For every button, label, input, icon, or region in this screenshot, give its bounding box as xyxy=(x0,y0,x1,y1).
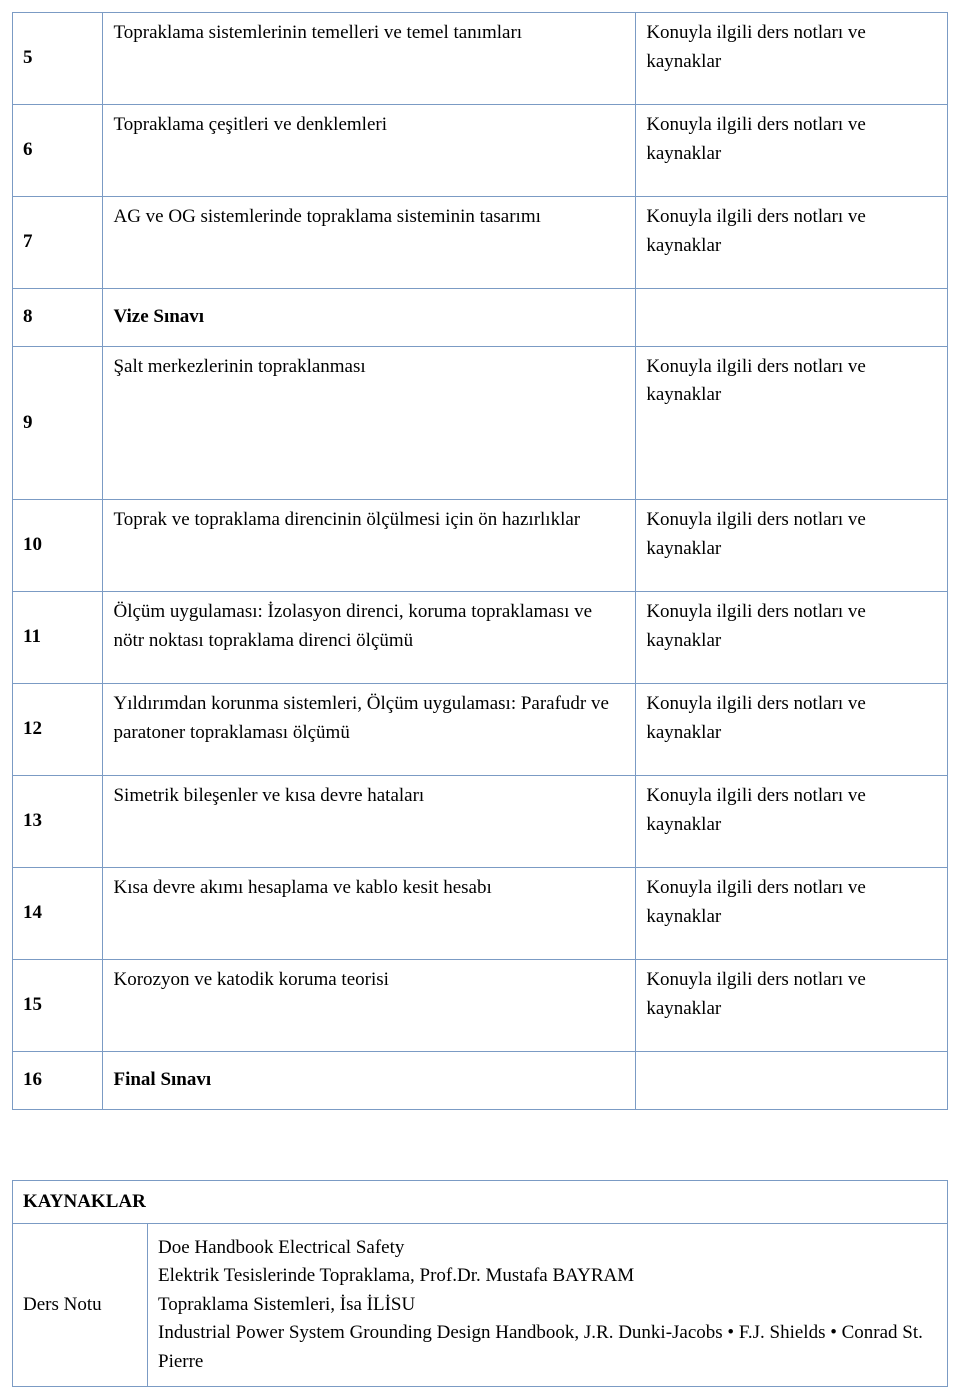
week-cell: 5 xyxy=(13,13,103,105)
schedule-row: 14Kısa devre akımı hesaplama ve kablo ke… xyxy=(13,868,948,960)
topic-cell: Topraklama çeşitleri ve denklemleri xyxy=(103,105,636,197)
materials-cell: Konuyla ilgili ders notları ve kaynaklar xyxy=(636,960,948,1052)
topic-cell: Simetrik bileşenler ve kısa devre hatala… xyxy=(103,776,636,868)
schedule-row: 11Ölçüm uygulaması: İzolasyon direnci, k… xyxy=(13,592,948,684)
materials-cell xyxy=(636,1052,948,1110)
topic-cell: AG ve OG sistemlerinde topraklama sistem… xyxy=(103,197,636,289)
source-line: Doe Handbook Electrical Safety xyxy=(158,1234,937,1263)
schedule-row: 10Toprak ve topraklama direncinin ölçülm… xyxy=(13,500,948,592)
source-line: Topraklama Sistemleri, İsa İLİSU xyxy=(158,1291,937,1320)
topic-cell: Kısa devre akımı hesaplama ve kablo kesi… xyxy=(103,868,636,960)
topic-cell: Korozyon ve katodik koruma teorisi xyxy=(103,960,636,1052)
week-cell: 16 xyxy=(13,1052,103,1110)
sources-table: KAYNAKLAR Ders Notu Doe Handbook Electri… xyxy=(12,1180,948,1388)
materials-cell xyxy=(636,289,948,347)
materials-cell: Konuyla ilgili ders notları ve kaynaklar xyxy=(636,500,948,592)
topic-cell: Final Sınavı xyxy=(103,1052,636,1110)
week-cell: 8 xyxy=(13,289,103,347)
materials-cell: Konuyla ilgili ders notları ve kaynaklar xyxy=(636,776,948,868)
schedule-row: 15Korozyon ve katodik koruma teorisiKonu… xyxy=(13,960,948,1052)
schedule-row: 6Topraklama çeşitleri ve denklemleriKonu… xyxy=(13,105,948,197)
topic-cell: Ölçüm uygulaması: İzolasyon direnci, kor… xyxy=(103,592,636,684)
materials-cell: Konuyla ilgili ders notları ve kaynaklar xyxy=(636,197,948,289)
schedule-row: 5Topraklama sistemlerinin temelleri ve t… xyxy=(13,13,948,105)
materials-cell: Konuyla ilgili ders notları ve kaynaklar xyxy=(636,346,948,500)
week-cell: 11 xyxy=(13,592,103,684)
source-line: Industrial Power System Grounding Design… xyxy=(158,1319,937,1376)
week-cell: 14 xyxy=(13,868,103,960)
source-line: Elektrik Tesislerinde Topraklama, Prof.D… xyxy=(158,1262,937,1291)
schedule-row: 16Final Sınavı xyxy=(13,1052,948,1110)
topic-cell: Şalt merkezlerinin topraklanması xyxy=(103,346,636,500)
sources-heading: KAYNAKLAR xyxy=(13,1180,948,1223)
week-cell: 10 xyxy=(13,500,103,592)
week-cell: 6 xyxy=(13,105,103,197)
schedule-row: 12Yıldırımdan korunma sistemleri, Ölçüm … xyxy=(13,684,948,776)
materials-cell: Konuyla ilgili ders notları ve kaynaklar xyxy=(636,868,948,960)
schedule-table: 5Topraklama sistemlerinin temelleri ve t… xyxy=(12,12,948,1110)
sources-label: Ders Notu xyxy=(13,1223,148,1387)
sources-content: Doe Handbook Electrical SafetyElektrik T… xyxy=(148,1223,948,1387)
schedule-row: 8Vize Sınavı xyxy=(13,289,948,347)
schedule-body: 5Topraklama sistemlerinin temelleri ve t… xyxy=(13,13,948,1110)
week-cell: 15 xyxy=(13,960,103,1052)
topic-cell: Yıldırımdan korunma sistemleri, Ölçüm uy… xyxy=(103,684,636,776)
materials-cell: Konuyla ilgili ders notları ve kaynaklar xyxy=(636,105,948,197)
schedule-row: 7AG ve OG sistemlerinde topraklama siste… xyxy=(13,197,948,289)
schedule-row: 9Şalt merkezlerinin topraklanmasıKonuyla… xyxy=(13,346,948,500)
topic-cell: Topraklama sistemlerinin temelleri ve te… xyxy=(103,13,636,105)
week-cell: 12 xyxy=(13,684,103,776)
topic-cell: Toprak ve topraklama direncinin ölçülmes… xyxy=(103,500,636,592)
topic-cell: Vize Sınavı xyxy=(103,289,636,347)
week-cell: 13 xyxy=(13,776,103,868)
materials-cell: Konuyla ilgili ders notları ve kaynaklar xyxy=(636,592,948,684)
materials-cell: Konuyla ilgili ders notları ve kaynaklar xyxy=(636,684,948,776)
materials-cell: Konuyla ilgili ders notları ve kaynaklar xyxy=(636,13,948,105)
schedule-row: 13Simetrik bileşenler ve kısa devre hata… xyxy=(13,776,948,868)
week-cell: 7 xyxy=(13,197,103,289)
week-cell: 9 xyxy=(13,346,103,500)
